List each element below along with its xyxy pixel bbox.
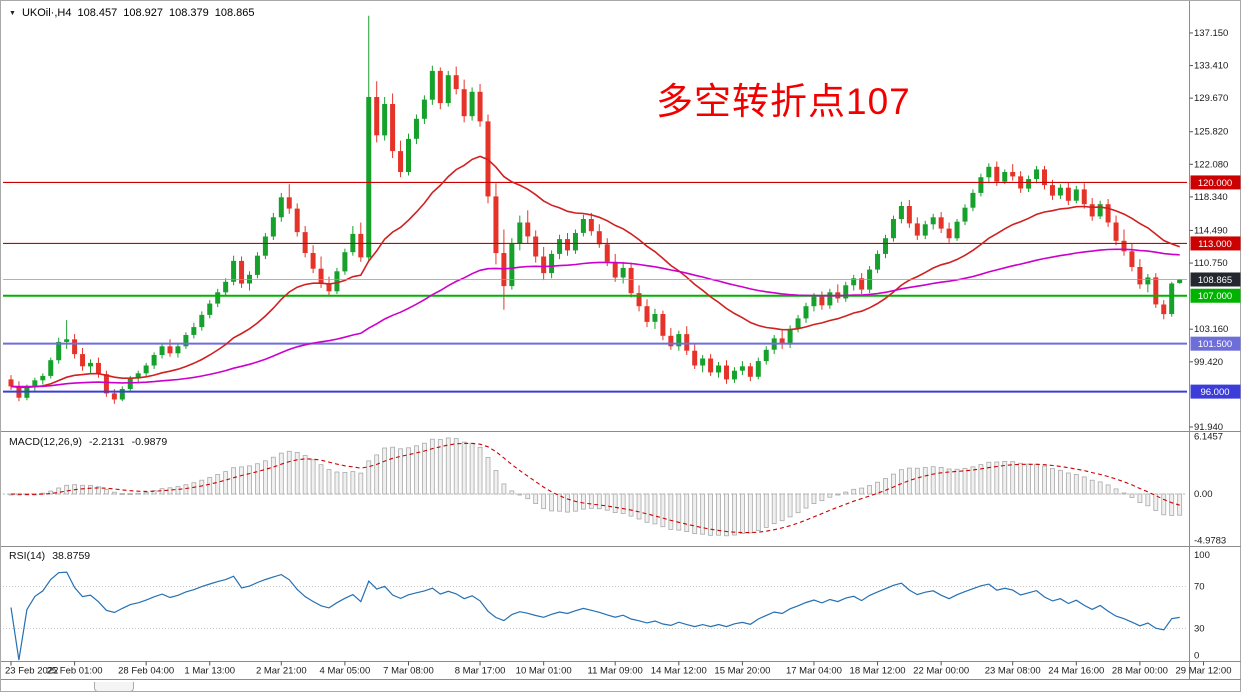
svg-text:108.865: 108.865	[1198, 275, 1232, 286]
svg-text:122.080: 122.080	[1194, 159, 1228, 170]
svg-text:23 Feb 2022: 23 Feb 2022	[5, 666, 58, 677]
svg-text:137.150: 137.150	[1194, 28, 1228, 39]
svg-text:30: 30	[1194, 624, 1205, 635]
annotation-text: 多空转折点107	[656, 81, 911, 122]
svg-text:103.160: 103.160	[1194, 324, 1228, 335]
rsi-pane	[3, 571, 1187, 661]
svg-text:100: 100	[1194, 550, 1210, 561]
svg-text:101.500: 101.500	[1198, 339, 1232, 350]
ohlc-open: 108.457	[77, 7, 118, 19]
svg-text:4 Mar 05:00: 4 Mar 05:00	[320, 666, 371, 677]
macd-header: MACD(12,26,9) -2.2131 -0.9879	[9, 436, 167, 448]
svg-text:28 Mar 00:00: 28 Mar 00:00	[1112, 666, 1168, 677]
svg-text:107.000: 107.000	[1198, 291, 1232, 302]
svg-text:8 Mar 17:00: 8 Mar 17:00	[455, 666, 506, 677]
svg-text:14 Mar 12:00: 14 Mar 12:00	[651, 666, 707, 677]
pane-separators	[1, 1, 1241, 680]
svg-text:25 Feb 01:00: 25 Feb 01:00	[47, 666, 103, 677]
price-level-tags: 120.000 113.000 107.000 101.500 96.000 108.86…	[1190, 175, 1241, 399]
rsi-label: RSI(14)	[9, 550, 46, 562]
rsi-header: RSI(14) 38.8759	[9, 550, 90, 562]
svg-text:-4.9783: -4.9783	[1194, 535, 1226, 546]
svg-text:15 Mar 20:00: 15 Mar 20:00	[714, 666, 770, 677]
svg-text:10 Mar 01:00: 10 Mar 01:00	[516, 666, 572, 677]
macd-label: MACD(12,26,9)	[9, 436, 82, 448]
symbol-timeframe-label: UKOil·,H4	[21, 7, 72, 19]
svg-text:114.490: 114.490	[1194, 225, 1228, 236]
svg-text:17 Mar 04:00: 17 Mar 04:00	[786, 666, 842, 677]
svg-text:7 Mar 08:00: 7 Mar 08:00	[383, 666, 434, 677]
svg-text:29 Mar 12:00: 29 Mar 12:00	[1176, 666, 1232, 677]
svg-text:70: 70	[1194, 582, 1205, 593]
ma-red-line	[10, 155, 1180, 389]
svg-text:91.940: 91.940	[1194, 422, 1223, 433]
ohlc-close: 108.865	[214, 7, 255, 19]
svg-text:11 Mar 09:00: 11 Mar 09:00	[588, 666, 643, 677]
chart-marker-icon: ▼	[9, 9, 16, 17]
svg-text:28 Feb 04:00: 28 Feb 04:00	[118, 666, 174, 677]
rsi-value: 38.8759	[52, 550, 91, 562]
price-axis[interactable]: 137.150 133.410 129.670 125.820 122.080 118.3…	[1189, 28, 1229, 662]
svg-text:133.410: 133.410	[1194, 61, 1228, 72]
svg-text:24 Mar 16:00: 24 Mar 16:00	[1048, 666, 1104, 677]
macd-main-value: -2.2131	[88, 436, 125, 448]
svg-text:110.750: 110.750	[1194, 258, 1228, 269]
ohlc-low: 108.379	[168, 7, 209, 19]
svg-text:0.00: 0.00	[1194, 489, 1213, 500]
svg-text:0: 0	[1194, 651, 1199, 662]
svg-text:118.340: 118.340	[1194, 192, 1228, 203]
ma-magenta-line	[10, 248, 1180, 388]
svg-text:22 Mar 00:00: 22 Mar 00:00	[913, 666, 969, 677]
svg-text:120.000: 120.000	[1198, 178, 1232, 189]
macd-pane	[3, 437, 1187, 537]
macd-signal-value: -0.9879	[131, 436, 168, 448]
ohlc-high: 108.927	[123, 7, 163, 19]
svg-text:99.420: 99.420	[1194, 357, 1223, 368]
svg-text:96.000: 96.000	[1200, 387, 1229, 398]
svg-text:23 Mar 08:00: 23 Mar 08:00	[985, 666, 1041, 677]
horizontal-level-lines[interactable]	[3, 181, 1187, 393]
svg-text:1 Mar 13:00: 1 Mar 13:00	[184, 666, 235, 677]
svg-text:113.000: 113.000	[1198, 239, 1232, 250]
svg-text:6.1457: 6.1457	[1194, 432, 1223, 443]
svg-text:129.670: 129.670	[1194, 93, 1228, 104]
svg-text:18 Mar 12:00: 18 Mar 12:00	[850, 666, 906, 677]
candlestick-series	[8, 15, 1183, 404]
svg-text:125.820: 125.820	[1194, 127, 1228, 138]
symbol-info-bar: ▼ UKOil·,H4 108.457 108.927 108.379 108.…	[9, 7, 255, 19]
bottom-tab[interactable]	[94, 682, 134, 692]
svg-text:2 Mar 21:00: 2 Mar 21:00	[256, 666, 307, 677]
